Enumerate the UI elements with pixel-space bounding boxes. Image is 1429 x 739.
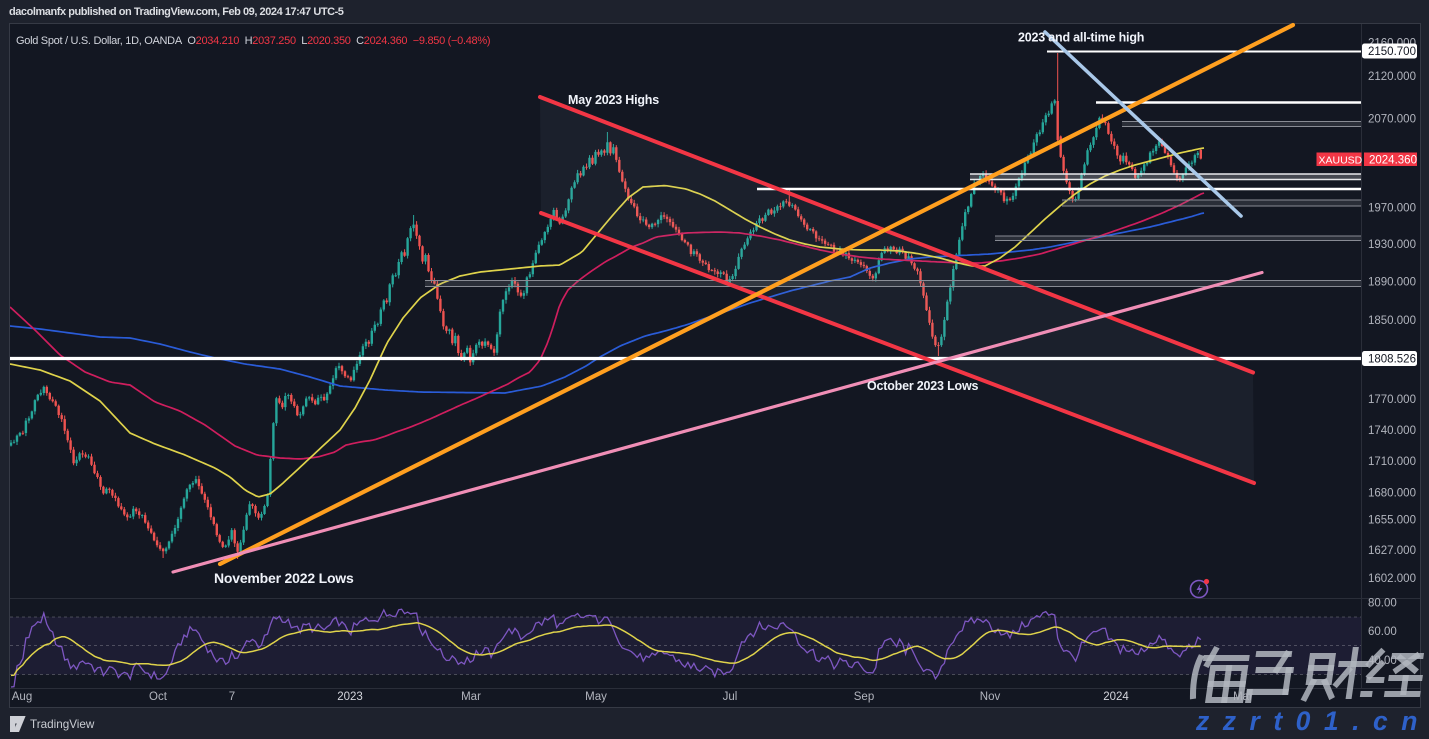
svg-text:Nov: Nov — [980, 691, 1001, 703]
svg-text:May 2023 Highs: May 2023 Highs — [568, 93, 659, 107]
svg-text:1680.000: 1680.000 — [1368, 488, 1416, 500]
svg-text:Mar: Mar — [461, 691, 481, 703]
svg-text:1770.000: 1770.000 — [1368, 394, 1416, 406]
svg-text:2023: 2023 — [337, 691, 363, 703]
svg-text:80.00: 80.00 — [1368, 598, 1397, 610]
svg-text:60.00: 60.00 — [1368, 626, 1397, 638]
svg-text:1970.000: 1970.000 — [1368, 202, 1416, 214]
svg-text:2120.000: 2120.000 — [1368, 71, 1416, 83]
svg-text:2024.360: 2024.360 — [1369, 155, 1417, 167]
svg-text:Sep: Sep — [854, 691, 874, 703]
svg-text:Mar: Mar — [1233, 691, 1253, 703]
svg-text:40.00: 40.00 — [1368, 655, 1397, 667]
svg-text:1602.000: 1602.000 — [1368, 573, 1416, 585]
svg-text:2024: 2024 — [1103, 691, 1129, 703]
svg-text:Gold Spot / U.S. Dollar, 1D, O: Gold Spot / U.S. Dollar, 1D, OANDA O2034… — [16, 35, 490, 47]
svg-text:May: May — [585, 691, 607, 703]
svg-text:TradingView: TradingView — [30, 718, 95, 731]
svg-text:Oct: Oct — [149, 691, 168, 703]
svg-text:1710.000: 1710.000 — [1368, 456, 1416, 468]
svg-text:2023 and all-time high: 2023 and all-time high — [1018, 31, 1144, 45]
svg-text:October 2023 Lows: October 2023 Lows — [867, 379, 978, 393]
svg-text:1930.000: 1930.000 — [1368, 239, 1416, 251]
svg-text:1740.000: 1740.000 — [1368, 425, 1416, 437]
svg-text:dacolmanfx published on Tradin: dacolmanfx published on TradingView.com,… — [9, 6, 344, 18]
svg-text:1655.000: 1655.000 — [1368, 515, 1416, 527]
svg-text:1850.000: 1850.000 — [1368, 315, 1416, 327]
svg-text:1808.526: 1808.526 — [1368, 354, 1416, 366]
svg-text:7: 7 — [229, 691, 235, 703]
svg-text:Aug: Aug — [12, 691, 32, 703]
svg-text:2150.700: 2150.700 — [1368, 46, 1416, 58]
svg-text:2070.000: 2070.000 — [1368, 114, 1416, 126]
svg-text:1890.000: 1890.000 — [1368, 277, 1416, 289]
svg-text:1627.000: 1627.000 — [1368, 545, 1416, 557]
svg-text:zzrt01.cn: zzrt01.cn — [1195, 706, 1429, 736]
svg-text:XAUUSD: XAUUSD — [1319, 155, 1363, 167]
svg-text:November 2022 Lows: November 2022 Lows — [214, 570, 354, 586]
svg-text:Jul: Jul — [723, 691, 738, 703]
